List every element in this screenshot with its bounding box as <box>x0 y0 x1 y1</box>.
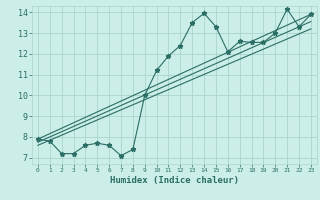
X-axis label: Humidex (Indice chaleur): Humidex (Indice chaleur) <box>110 176 239 185</box>
